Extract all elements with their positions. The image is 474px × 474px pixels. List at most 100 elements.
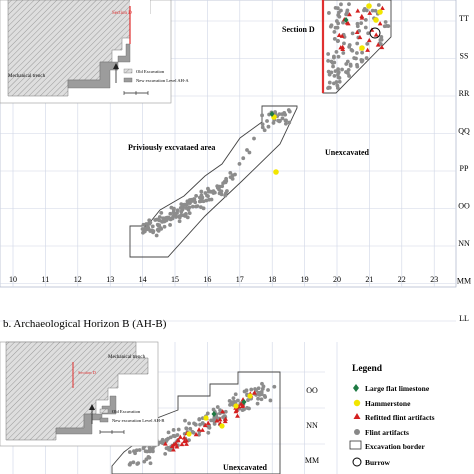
flint-artifact (211, 418, 216, 423)
flint-artifact (164, 437, 169, 442)
flint-artifact (156, 228, 161, 233)
excavation-border-lower (129, 105, 298, 258)
flint-artifact (200, 195, 205, 200)
y-tick-label: QQ (458, 127, 470, 136)
flint-artifact (252, 136, 256, 141)
flint-artifact (188, 201, 192, 206)
refitted-flint-artifact (184, 438, 189, 443)
flint-artifact (260, 381, 264, 386)
large-flat-limestone (241, 399, 247, 405)
refitted-flint-artifact (355, 8, 361, 13)
flint-artifact (170, 216, 175, 221)
flint-artifact (188, 426, 193, 431)
flint-artifact (364, 56, 369, 60)
legend-panel: Legend Large flat limestone Hammerstone … (349, 364, 435, 467)
flint-artifact (249, 387, 254, 392)
hammerstone (377, 9, 383, 15)
flint-artifact (245, 148, 249, 152)
hammerstone (203, 415, 209, 421)
panel-a-y-axis-labels: TT SS RR QQ PP OO NN MM LL (457, 14, 471, 323)
flint-artifact (347, 43, 352, 47)
flint-artifact (331, 64, 335, 69)
flint-artifact (178, 205, 183, 210)
flint-artifact (164, 446, 169, 451)
inset-a-legend-swatch-old (123, 68, 133, 74)
flint-artifact (260, 386, 265, 391)
flint-artifact (212, 422, 217, 426)
flint-artifact (335, 25, 340, 30)
flint-artifact (187, 421, 191, 426)
refitted-flint-artifact (171, 447, 176, 452)
inset-a-north-arrow (113, 63, 119, 83)
x-tick-label: 12 (74, 275, 82, 284)
flint-artifact (235, 398, 240, 403)
flint-artifact (149, 228, 154, 233)
flint-artifact (157, 215, 162, 219)
unexcavated-label: Unexcavated (325, 148, 370, 157)
flint-artifact (326, 69, 331, 74)
panel-a-x-axis-labels: 10 11 12 13 14 15 16 17 18 19 20 21 22 23 (9, 275, 438, 284)
x-tick-label: 10 (9, 275, 17, 284)
flint-artifact (336, 54, 341, 59)
flint-artifact (260, 122, 265, 127)
flint-artifact (326, 58, 331, 63)
flint-artifact (336, 67, 341, 72)
flint-artifact (366, 31, 371, 36)
flint-artifact (379, 37, 384, 42)
hammerstone-icon (353, 399, 361, 407)
flint-artifact (327, 80, 332, 85)
flint-artifact (247, 406, 251, 411)
flint-artifact (241, 156, 246, 161)
flint-artifact (335, 83, 340, 88)
flint-artifact (192, 421, 196, 426)
refitted-flint-artifact (174, 444, 180, 449)
x-tick-label: 18 (268, 275, 276, 284)
flint-artifact (266, 124, 271, 129)
flint-artifact (332, 81, 336, 86)
flint-artifact (344, 70, 348, 74)
flint-artifact (190, 204, 195, 209)
flint-artifact (355, 21, 360, 26)
flint-artifact (255, 401, 260, 406)
flint-artifact (168, 211, 173, 216)
refitted-flint-artifact (175, 438, 181, 443)
flint-artifact (176, 427, 181, 432)
flint-artifact (259, 397, 264, 402)
panel-b-ah-b-plan: Unexcavated OO NN MM Section D Mechanical … (0, 341, 338, 474)
flint-artifact (171, 210, 176, 215)
flint-artifact (260, 125, 265, 130)
inset-a-section-label: Section D (112, 11, 132, 16)
refitted-flint-artifact (377, 21, 383, 26)
hammerstone (273, 169, 279, 175)
flint-artifact (155, 217, 160, 222)
panel-b-y-axis-labels: OO NN MM (305, 386, 319, 465)
flint-artifact (364, 8, 369, 13)
refitted-flint-artifact (340, 46, 346, 52)
panel-a-inset-map: Section D Mechanical trench Old Excavati… (0, 0, 189, 104)
flint-artifact (262, 128, 267, 133)
flint-artifact (376, 3, 381, 7)
large-flat-limestone (343, 17, 349, 23)
flint-artifact (244, 388, 249, 393)
flint-artifact (171, 433, 176, 438)
hammerstone (233, 403, 239, 409)
flint-artifact (166, 430, 171, 435)
flint-artifact (247, 150, 252, 155)
refitted-flint-artifact (373, 32, 379, 37)
flint-artifact (199, 189, 204, 194)
large-flat-limestone (269, 111, 275, 117)
inset-b-legend-swatch-new (99, 417, 109, 423)
refitted-flint-artifact (367, 10, 373, 15)
flint-artifact (284, 118, 288, 123)
flint-artifact (228, 170, 233, 175)
flint-artifact (179, 202, 184, 206)
refitted-flint-artifact (365, 47, 370, 52)
inset-b-trench-label: Mechanical trench (108, 355, 146, 360)
x-tick-label: 13 (106, 275, 114, 284)
flint-artifact (265, 119, 269, 123)
flint-artifact (330, 60, 335, 65)
flint-artifact (184, 426, 189, 431)
refitted-flint-artifact (217, 417, 223, 422)
y-tick-label: SS (460, 52, 469, 61)
refitted-flint-artifact (344, 20, 350, 25)
